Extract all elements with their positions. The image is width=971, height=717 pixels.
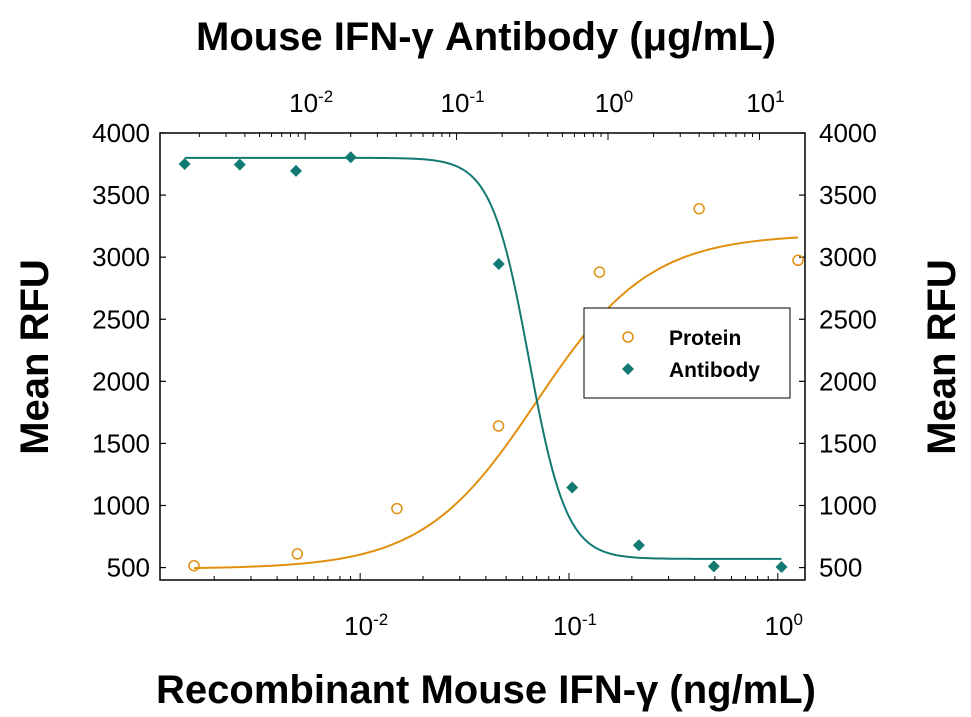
x-top-tick-label: 101 bbox=[746, 87, 784, 118]
x-top-tick-base: 10 bbox=[289, 88, 318, 118]
y-right-tick-label: 2000 bbox=[819, 366, 877, 396]
bottom-axis-title: Recombinant Mouse IFN-γ (ng/mL) bbox=[156, 668, 816, 712]
left-axis-title: Mean RFU bbox=[13, 259, 57, 455]
protein-data-point bbox=[188, 559, 200, 572]
antibody-data-point bbox=[566, 481, 579, 494]
antibody-data-point bbox=[178, 158, 191, 171]
y-left-tick-label: 2500 bbox=[92, 304, 150, 334]
data-points bbox=[178, 151, 804, 573]
antibody-data-point bbox=[775, 560, 788, 573]
x-bottom-tick-base: 10 bbox=[765, 611, 794, 641]
legend: Protein Antibody bbox=[583, 307, 791, 399]
legend-protein-label: Protein bbox=[669, 327, 741, 350]
x-bottom-tick-base: 10 bbox=[553, 611, 582, 641]
fit-curves bbox=[184, 156, 799, 570]
x-top-tick-exponent: -2 bbox=[318, 87, 333, 106]
y-right-tick-label: 3500 bbox=[819, 180, 877, 210]
protein-data-point bbox=[593, 266, 606, 278]
protein-data-point bbox=[792, 254, 804, 267]
y-right-tick-label: 500 bbox=[819, 553, 862, 583]
plot-frame bbox=[159, 132, 806, 581]
x-bottom-tick-label: 10-1 bbox=[553, 610, 597, 641]
y-left-tick-label: 3500 bbox=[92, 180, 150, 210]
antibody-data-point bbox=[707, 560, 720, 573]
x-bottom-tick-base: 10 bbox=[344, 611, 373, 641]
x-top-tick-exponent: 0 bbox=[624, 87, 633, 106]
y-right-tick-label: 1500 bbox=[819, 428, 877, 458]
top-axis-title: Mouse IFN-γ Antibody (μg/mL) bbox=[196, 15, 776, 59]
y-right-tick-label: 2500 bbox=[819, 304, 877, 334]
antibody-fit-curve bbox=[184, 156, 782, 560]
x-top-tick-exponent: -1 bbox=[469, 87, 484, 106]
x-bottom-tick-exponent: -2 bbox=[373, 610, 388, 629]
right-axis-title: Mean RFU bbox=[920, 259, 964, 455]
antibody-data-point bbox=[233, 158, 246, 171]
x-top-tick-base: 10 bbox=[595, 88, 624, 118]
x-top-tick-base: 10 bbox=[441, 88, 470, 118]
antibody-data-point bbox=[344, 151, 357, 164]
x-bottom-tick-label: 100 bbox=[765, 610, 803, 641]
legend-protein-marker bbox=[622, 331, 634, 343]
y-left-tick-label: 1500 bbox=[92, 428, 150, 458]
y-left-tick-label: 1000 bbox=[92, 491, 150, 521]
y-left-tick-label: 500 bbox=[107, 553, 150, 583]
protein-fit-curve bbox=[193, 236, 799, 570]
antibody-data-point bbox=[492, 257, 505, 270]
y-left-tick-label: 4000 bbox=[92, 118, 150, 148]
x-top-tick-exponent: 1 bbox=[775, 87, 784, 106]
y-right-tick-label: 1000 bbox=[819, 491, 877, 521]
protein-data-point bbox=[391, 502, 403, 515]
protein-data-point bbox=[693, 202, 705, 215]
legend-box bbox=[583, 307, 791, 399]
x-top-tick-label: 100 bbox=[595, 87, 633, 118]
y-left-tick-label: 3000 bbox=[92, 242, 150, 272]
antibody-data-point bbox=[289, 164, 302, 177]
x-bottom-tick-exponent: -1 bbox=[582, 610, 597, 629]
protein-data-point bbox=[492, 420, 505, 432]
x-bottom-tick-exponent: 0 bbox=[794, 610, 803, 629]
y-right-tick-label: 4000 bbox=[819, 118, 877, 148]
legend-antibody-marker bbox=[622, 363, 634, 375]
y-left-tick-label: 2000 bbox=[92, 366, 150, 396]
y-right-tick-label: 3000 bbox=[819, 242, 877, 272]
protein-data-point bbox=[291, 548, 304, 560]
x-top-tick-label: 10-2 bbox=[289, 87, 333, 118]
x-top-tick-label: 10-1 bbox=[441, 87, 485, 118]
x-top-tick-base: 10 bbox=[746, 88, 775, 118]
x-bottom-tick-label: 10-2 bbox=[344, 610, 388, 641]
antibody-data-point bbox=[632, 539, 645, 552]
legend-antibody-label: Antibody bbox=[669, 359, 760, 382]
